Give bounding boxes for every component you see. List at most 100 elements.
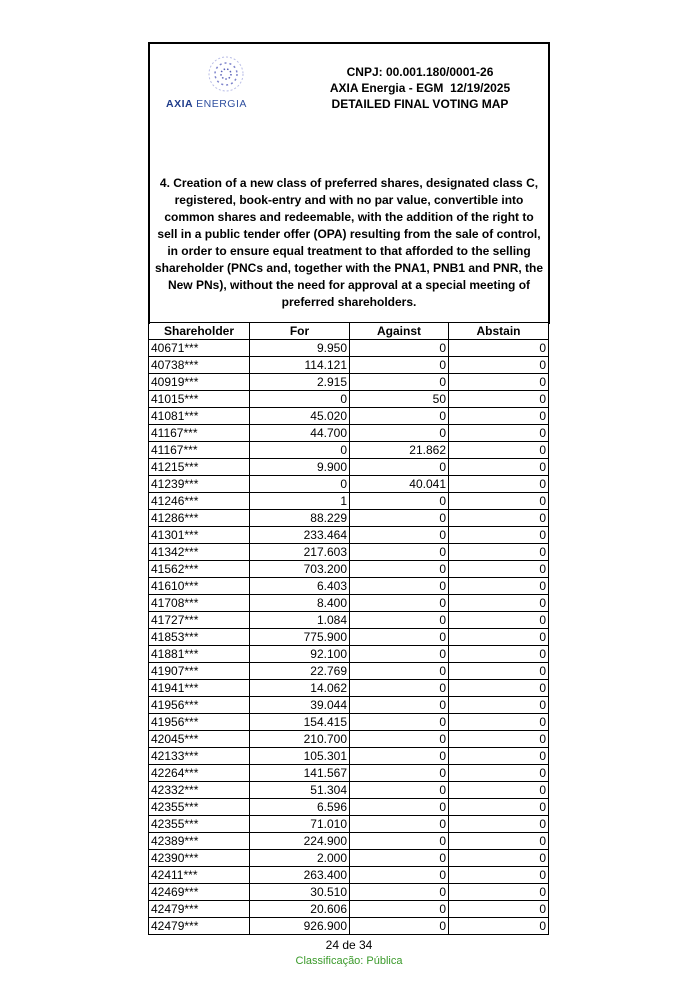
abstain-cell: 0 [448,764,549,782]
table-row: 41167*** 0 21.862 0 [148,441,549,459]
shareholder-cell: 42390*** [148,849,250,867]
against-cell: 0 [349,764,449,782]
for-cell: 1.084 [249,611,350,629]
for-cell: 88.229 [249,509,350,527]
shareholder-cell: 41081*** [148,407,250,425]
abstain-cell: 0 [448,509,549,527]
abstain-cell: 0 [448,917,549,935]
against-cell: 0 [349,900,449,918]
table-row: 42355*** 71.010 0 0 [148,815,549,833]
abstain-cell: 0 [448,713,549,731]
for-cell: 775.900 [249,628,350,646]
for-cell: 22.769 [249,662,350,680]
brand-name: AXIA ENERGIA [166,98,247,110]
col-against: Against [349,322,449,340]
against-cell: 0 [349,492,449,510]
for-cell: 0 [249,475,350,493]
for-cell: 0 [249,441,350,459]
shareholder-cell: 42469*** [148,883,250,901]
for-cell: 45.020 [249,407,350,425]
for-cell: 71.010 [249,815,350,833]
shareholder-cell: 42332*** [148,781,250,799]
for-cell: 141.567 [249,764,350,782]
table-row: 42332*** 51.304 0 0 [148,781,549,799]
against-cell: 0 [349,832,449,850]
abstain-cell: 0 [448,441,549,459]
abstain-cell: 0 [448,730,549,748]
shareholder-cell: 41167*** [148,441,250,459]
table-row: 42411*** 263.400 0 0 [148,866,549,884]
shareholder-cell: 40671*** [148,339,250,357]
against-cell: 0 [349,577,449,595]
table-row: 41246*** 1 0 0 [148,492,549,510]
against-cell: 50 [349,390,449,408]
axia-logo-icon [208,56,244,92]
abstain-cell: 0 [448,373,549,391]
for-cell: 224.900 [249,832,350,850]
for-cell: 9.950 [249,339,350,357]
against-cell: 0 [349,356,449,374]
col-for: For [249,322,350,340]
table-row: 41239*** 0 40.041 0 [148,475,549,493]
abstain-cell: 0 [448,560,549,578]
shareholder-cell: 42479*** [148,900,250,918]
abstain-cell: 0 [448,662,549,680]
against-cell: 0 [349,458,449,476]
table-row: 41941*** 14.062 0 0 [148,679,549,697]
voting-table: Shareholder For Against Abstain 40671***… [148,322,549,935]
abstain-cell: 0 [448,424,549,442]
for-cell: 105.301 [249,747,350,765]
abstain-cell: 0 [448,356,549,374]
shareholder-cell: 41727*** [148,611,250,629]
document-header-box: AXIA ENERGIA CNPJ: 00.001.180/0001-26 AX… [148,42,550,324]
for-cell: 20.606 [249,900,350,918]
table-row: 41286*** 88.229 0 0 [148,509,549,527]
against-cell: 21.862 [349,441,449,459]
for-cell: 154.415 [249,713,350,731]
against-cell: 0 [349,611,449,629]
abstain-cell: 0 [448,407,549,425]
shareholder-cell: 41301*** [148,526,250,544]
abstain-cell: 0 [448,577,549,595]
against-cell: 0 [349,713,449,731]
shareholder-cell: 41881*** [148,645,250,663]
table-row: 41215*** 9.900 0 0 [148,458,549,476]
for-cell: 92.100 [249,645,350,663]
against-cell: 0 [349,407,449,425]
against-cell: 0 [349,509,449,527]
abstain-cell: 0 [448,849,549,867]
shareholder-cell: 41167*** [148,424,250,442]
against-cell: 0 [349,917,449,935]
for-cell: 217.603 [249,543,350,561]
table-row: 41610*** 6.403 0 0 [148,577,549,595]
abstain-cell: 0 [448,339,549,357]
for-cell: 926.900 [249,917,350,935]
agenda-item-text: 4. Creation of a new class of preferred … [154,176,544,309]
shareholder-cell: 41907*** [148,662,250,680]
against-cell: 0 [349,560,449,578]
against-cell: 0 [349,628,449,646]
abstain-cell: 0 [448,645,549,663]
shareholder-cell: 42045*** [148,730,250,748]
table-row: 42469*** 30.510 0 0 [148,883,549,901]
against-cell: 0 [349,339,449,357]
against-cell: 0 [349,747,449,765]
abstain-cell: 0 [448,628,549,646]
shareholder-cell: 41956*** [148,713,250,731]
for-cell: 6.403 [249,577,350,595]
for-cell: 2.915 [249,373,350,391]
shareholder-cell: 41956*** [148,696,250,714]
for-cell: 0 [249,390,350,408]
for-cell: 263.400 [249,866,350,884]
shareholder-cell: 42389*** [148,832,250,850]
shareholder-cell: 41853*** [148,628,250,646]
against-cell: 0 [349,866,449,884]
against-cell: 0 [349,849,449,867]
abstain-cell: 0 [448,526,549,544]
for-cell: 703.200 [249,560,350,578]
for-cell: 9.900 [249,458,350,476]
abstain-cell: 0 [448,798,549,816]
against-cell: 0 [349,798,449,816]
table-row: 41562*** 703.200 0 0 [148,560,549,578]
abstain-cell: 0 [448,747,549,765]
